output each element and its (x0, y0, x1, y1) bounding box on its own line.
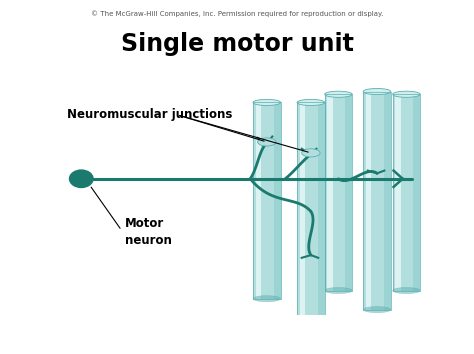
Bar (366, 92, 372, 310)
Bar (392, 94, 420, 291)
Ellipse shape (325, 91, 352, 97)
Bar (253, 102, 281, 299)
Circle shape (70, 170, 93, 188)
Bar (318, 102, 325, 320)
Bar (325, 94, 352, 291)
Text: Single motor unit: Single motor unit (120, 32, 354, 56)
Bar (300, 102, 305, 320)
Bar (325, 94, 352, 291)
Bar (253, 102, 281, 299)
Ellipse shape (258, 138, 276, 146)
Ellipse shape (253, 296, 281, 302)
Ellipse shape (302, 149, 320, 157)
Ellipse shape (297, 99, 325, 105)
Bar (384, 92, 391, 310)
Bar (273, 102, 281, 299)
Bar (392, 94, 420, 291)
Ellipse shape (363, 88, 391, 95)
Bar (395, 94, 401, 291)
Ellipse shape (253, 99, 281, 105)
Bar (363, 92, 391, 310)
Text: neuron: neuron (125, 234, 172, 247)
Ellipse shape (297, 318, 325, 324)
Text: © The McGraw-Hill Companies, Inc. Permission required for reproduction or displa: © The McGraw-Hill Companies, Inc. Permis… (91, 11, 383, 17)
Bar (328, 94, 333, 291)
Text: Neuromuscular junctions: Neuromuscular junctions (66, 108, 232, 121)
Bar (413, 94, 420, 291)
Bar (297, 102, 325, 320)
Text: Motor: Motor (125, 217, 164, 230)
Bar (346, 94, 352, 291)
Bar (297, 102, 325, 320)
Ellipse shape (392, 287, 420, 293)
Bar (256, 102, 261, 299)
Bar (363, 92, 391, 310)
Ellipse shape (392, 91, 420, 97)
Ellipse shape (325, 287, 352, 293)
Ellipse shape (363, 307, 391, 313)
